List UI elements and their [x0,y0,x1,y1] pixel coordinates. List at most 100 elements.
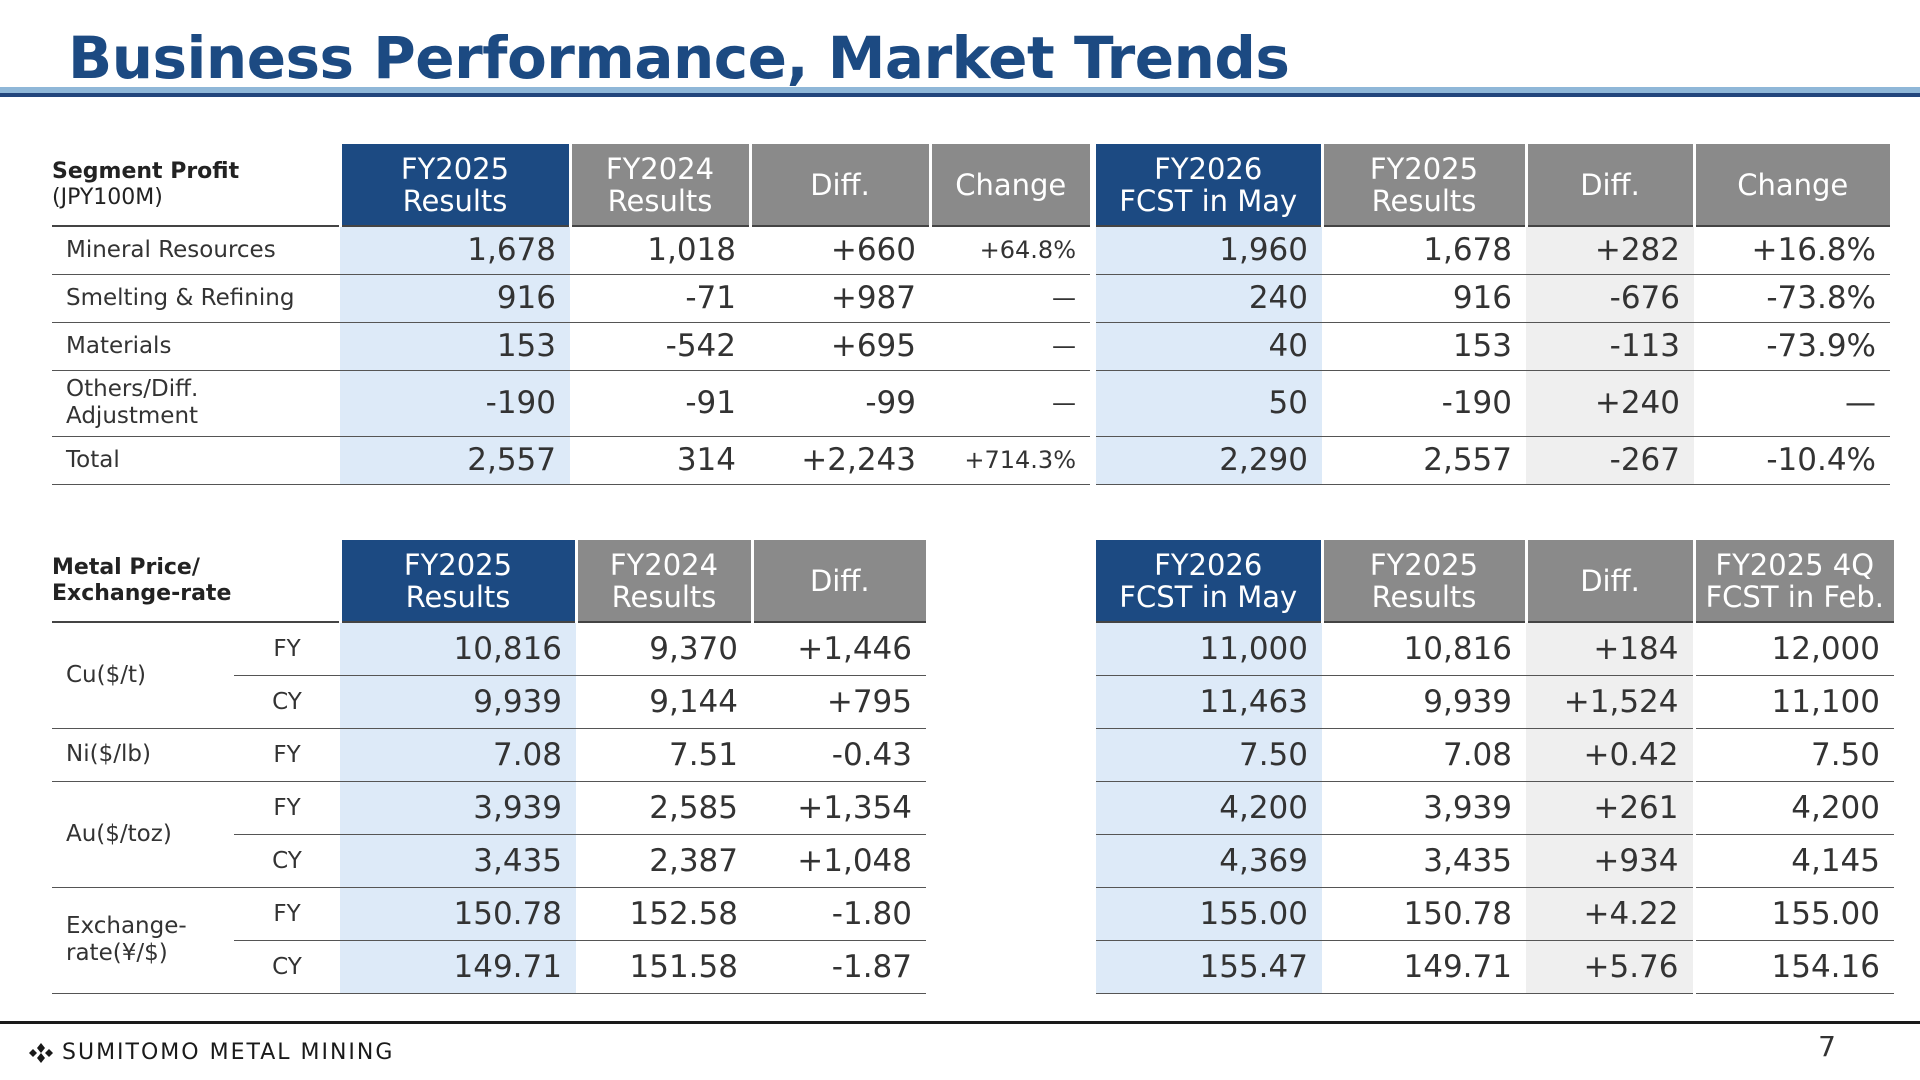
metal-forecast-value: 10,816 [1322,622,1526,676]
segment-row: Smelting & Refining 916 -71 +987— [52,274,1090,323]
col-fy2025-results: FY2025 Results [1320,144,1526,227]
col-fy2026-fcst-may: FY2026 FCST in May [1096,144,1322,227]
metal-row: Exchange- rate(¥/$) FY 150.78 152.58 -1.80 [52,887,926,994]
metal-forecast-value: 3,435 [1322,834,1526,888]
segment-label: Materials [52,322,340,371]
metal-forecast-value: 149.71 [1322,940,1526,994]
segment-value: 1,678 [340,226,570,275]
segment-value: +64.8% [930,226,1090,275]
segment-profit-title: Segment Profit [52,158,240,184]
page-number: 7 [1818,1030,1836,1063]
metal-price-results-body: Cu($/t) FY 10,816 9,370 +1,446 CY 9,939 9,144 +7… [52,622,926,994]
metal-row: CY 9,939 9,144 +795 [52,675,926,729]
col-fy2024-results: FY2024 Results [574,540,752,623]
segment-label: Others/Diff. Adjustment [52,370,340,437]
segment-label: Smelting & Refining [52,274,340,323]
segment-forecast-row: 240 916 -676 -73.8% [1096,274,1890,323]
segment-value: — [930,274,1090,323]
metal-forecast-value: 12,000 [1692,622,1894,676]
metal-price-title: Metal Price/ [52,554,200,580]
metal-forecast-row: 11,463 9,939 +1,524 11,100 [1096,675,1894,729]
segment-forecast-value: +240 [1526,370,1694,437]
segment-value: — [930,370,1090,437]
metal-value: -1.87 [752,940,926,994]
segment-profit-unit: (JPY100M) [52,184,163,210]
metal-row: CY 149.71 151.58 -1.87 [52,940,926,994]
metal-forecast-value: +1,524 [1526,675,1694,729]
company-name: SUMITOMO METAL MINING [62,1040,395,1065]
title-underline-dark [0,93,1920,97]
metal-value: 10,816 [340,622,576,676]
segment-value: +2,243 [750,436,930,485]
segment-value: 2,557 [340,436,570,485]
segment-forecast-value: +16.8% [1694,226,1890,275]
metal-forecast-value: 11,000 [1096,622,1322,676]
segment-forecast-value: 1,678 [1322,226,1526,275]
col-diff: Diff. [748,144,930,227]
metal-forecast-value: 11,100 [1692,675,1894,729]
footer-rule [0,1021,1920,1024]
segment-profit-results-table: Segment Profit (JPY100M) FY2025 Results … [52,144,1090,485]
metal-forecast-row: 7.50 7.08 +0.42 7.50 [1096,728,1894,782]
col-diff: Diff. [1524,144,1694,227]
col-fy2024-results: FY2024 Results [568,144,750,227]
metal-value: 2,387 [576,834,752,888]
segment-value: 314 [570,436,750,485]
metal-forecast-value: +5.76 [1526,940,1694,994]
segment-value: -91 [570,370,750,437]
metal-forecast-value: +4.22 [1526,887,1694,941]
company-logo: SUMITOMO METAL MINING [28,1040,394,1065]
metal-forecast-value: 155.00 [1692,887,1894,941]
metal-row: CY 3,435 2,387 +1,048 [52,834,926,888]
segment-forecast-value: — [1694,370,1890,437]
metal-forecast-value: 155.00 [1096,887,1322,941]
metal-value: 7.08 [340,728,576,782]
col-fy2026-fcst-may: FY2026 FCST in May [1096,540,1322,623]
title-underline [0,87,1920,93]
segment-value: +695 [750,322,930,371]
segment-value: -542 [570,322,750,371]
metal-row: Au($/toz) FY 3,939 2,585 +1,354 [52,781,926,888]
segment-forecast-value: 2,557 [1322,436,1526,485]
metal-group-label: Ni($/lb) [52,728,234,782]
metal-price-forecast-body: 11,000 10,816 +184 12,000 11,463 9,939 +1,524 1… [1096,622,1894,994]
metal-forecast-value: 4,145 [1692,834,1894,888]
period-label: CY [234,834,340,888]
segment-forecast-value: +282 [1526,226,1694,275]
period-label: FY [234,781,340,835]
metal-forecast-value: 11,463 [1096,675,1322,729]
segment-value: +660 [750,226,930,275]
metal-row: Cu($/t) FY 10,816 9,370 +1,446 [52,622,926,729]
metal-value: 152.58 [576,887,752,941]
page-title: Business Performance, Market Trends [68,24,1290,92]
metal-forecast-value: 3,939 [1322,781,1526,835]
metal-price-title-2: Exchange-rate [52,580,232,606]
segment-forecast-value: 1,960 [1096,226,1322,275]
metal-forecast-row: 4,200 3,939 +261 4,200 [1096,781,1894,835]
metal-forecast-value: 4,200 [1692,781,1894,835]
metal-forecast-value: +0.42 [1526,728,1694,782]
segment-forecast-row: 40 153 -113 -73.9% [1096,322,1890,371]
metal-value: 150.78 [340,887,576,941]
metal-value: 7.51 [576,728,752,782]
col-change: Change [1692,144,1890,227]
segment-row: Mineral Resources 1,678 1,018 +660 +64.8% [52,226,1090,275]
segment-forecast-value: 153 [1322,322,1526,371]
period-label: FY [234,887,340,941]
period-label: FY [234,622,340,676]
period-label: CY [234,940,340,994]
metal-value: -0.43 [752,728,926,782]
segment-row: Materials 153 -542 +695— [52,322,1090,371]
segment-profit-header: Segment Profit (JPY100M) [52,144,340,227]
segment-forecast-value: 916 [1322,274,1526,323]
segment-forecast-value: -113 [1526,322,1694,371]
metal-price-header: Metal Price/ Exchange-rate [52,540,340,623]
metal-forecast-value: 7.50 [1096,728,1322,782]
col-diff: Diff. [1524,540,1694,623]
metal-forecast-row: 155.47 149.71 +5.76 154.16 [1096,940,1894,994]
company-logo-icon [29,1042,53,1063]
metal-forecast-value: 155.47 [1096,940,1322,994]
segment-profit-forecast-body: 1,960 1,678 +282 +16.8% 240 916 -676 -73.8% 40 15… [1096,226,1890,485]
metal-row: Ni($/lb) FY 7.08 7.51 -0.43 [52,728,926,782]
segment-row: Others/Diff. Adjustment -190 -91 -99— [52,370,1090,437]
